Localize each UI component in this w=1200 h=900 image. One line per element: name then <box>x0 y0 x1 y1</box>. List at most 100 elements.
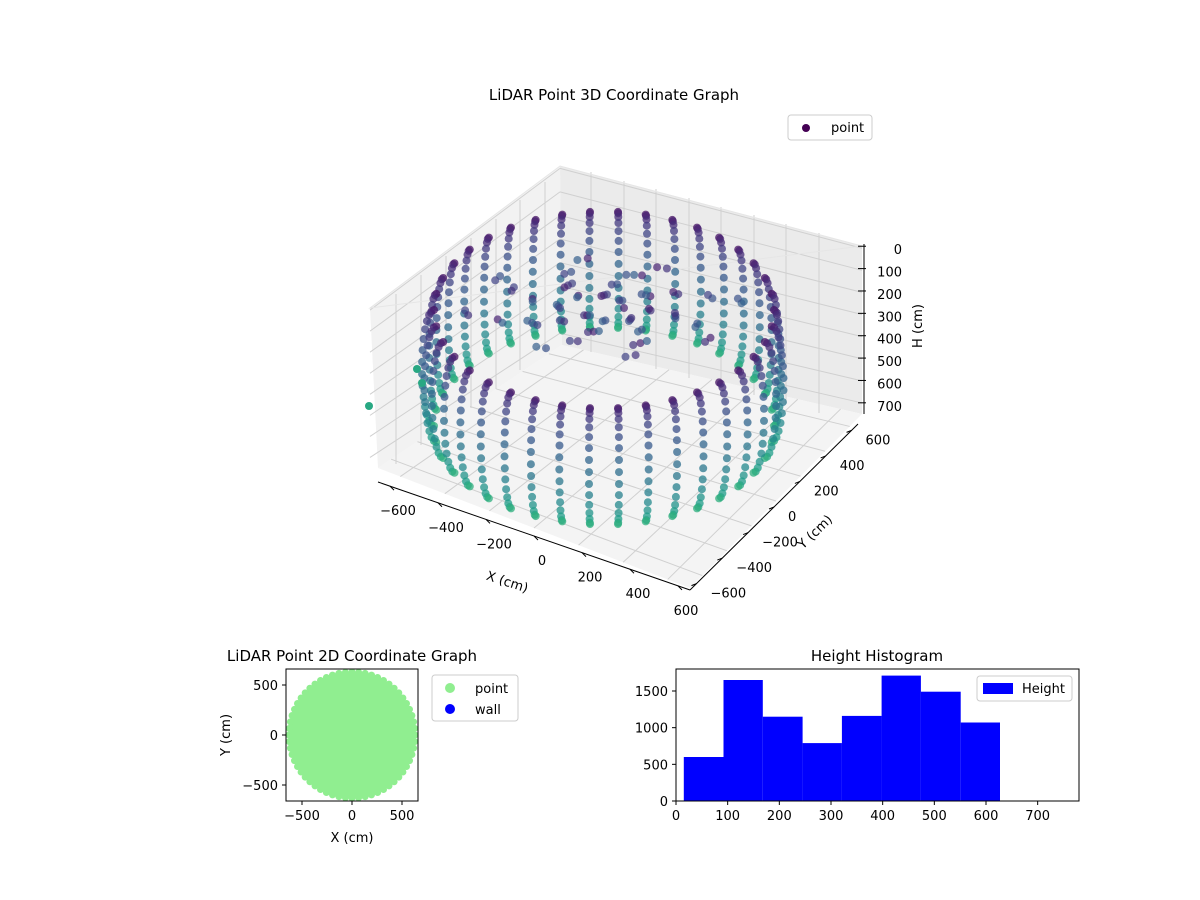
point-marker <box>607 280 616 289</box>
x-tick-label: 0 <box>672 809 680 824</box>
point-marker <box>481 330 490 339</box>
y-tick-label: 200 <box>814 484 839 499</box>
point-marker <box>614 409 623 418</box>
point-marker <box>585 468 593 477</box>
point-marker <box>528 501 537 509</box>
point-marker <box>504 234 513 243</box>
y-tick-mark <box>691 583 697 587</box>
point-marker <box>460 285 469 294</box>
point-marker <box>556 420 565 429</box>
z-axis-label-3d: H (cm) <box>911 304 926 348</box>
point-marker <box>585 444 593 453</box>
x-tick-label: 200 <box>767 809 792 824</box>
point-marker <box>585 433 594 442</box>
point-marker <box>739 285 748 294</box>
z-tick-label: 700 <box>877 400 902 415</box>
point-marker <box>504 328 513 337</box>
point-marker <box>526 448 535 456</box>
point-marker <box>620 304 628 312</box>
point-marker <box>484 494 493 503</box>
point-marker <box>615 296 624 305</box>
point-marker <box>614 509 623 517</box>
point-marker <box>614 520 622 529</box>
pane-floor <box>378 345 862 588</box>
histogram-bar <box>762 716 803 801</box>
point-marker <box>643 250 652 259</box>
point-marker <box>778 362 787 371</box>
point-marker <box>638 271 646 280</box>
point-cloud-2d <box>286 669 418 801</box>
point-marker <box>432 349 441 357</box>
point-marker <box>733 294 742 303</box>
point-marker <box>442 372 451 380</box>
point-marker <box>288 712 296 719</box>
point-marker <box>717 238 726 247</box>
point-marker <box>500 464 509 473</box>
z-tick-label: 500 <box>877 355 902 370</box>
point-marker <box>480 483 489 492</box>
point-marker <box>301 689 309 697</box>
point-marker <box>697 485 706 494</box>
point-marker <box>721 397 730 406</box>
point-marker <box>491 276 500 285</box>
point-marker <box>739 377 748 386</box>
x-tick-mark <box>437 502 443 508</box>
point-marker <box>297 694 305 702</box>
point-marker <box>435 379 444 387</box>
point-marker <box>668 512 677 521</box>
point-marker <box>457 453 466 462</box>
point-marker <box>764 379 773 387</box>
point-marker <box>480 285 488 294</box>
point-marker <box>529 256 537 264</box>
point-marker <box>555 477 564 486</box>
point-marker <box>642 406 651 415</box>
y-tick-label: 500 <box>643 758 668 773</box>
x-tick-label: 0 <box>538 554 546 569</box>
point-marker <box>573 337 582 346</box>
point-marker <box>573 256 582 264</box>
point-marker <box>757 449 766 458</box>
y-axis-label-2d: Y (cm) <box>219 714 234 757</box>
point-marker <box>430 434 439 443</box>
point-marker <box>450 375 459 384</box>
point-marker <box>585 491 594 500</box>
point-marker <box>642 215 651 224</box>
point-marker <box>560 317 569 326</box>
point-marker <box>741 385 750 394</box>
point-marker <box>556 412 565 421</box>
y-tick-label: 0 <box>270 729 278 744</box>
point-marker <box>567 267 576 276</box>
point-marker <box>615 444 623 453</box>
point-marker <box>749 468 758 477</box>
z-tick-label: 300 <box>877 310 902 325</box>
point-marker <box>317 677 324 684</box>
point-marker <box>693 504 701 513</box>
point-marker <box>482 244 490 253</box>
point-marker <box>699 428 708 437</box>
legend-2d: point wall <box>431 674 519 722</box>
point-marker <box>643 506 652 515</box>
point-marker <box>743 442 752 451</box>
point-marker <box>421 362 430 371</box>
point-marker <box>736 250 745 259</box>
point-marker <box>755 346 763 355</box>
point-marker <box>374 674 382 681</box>
point-marker <box>696 310 705 319</box>
histogram-bar <box>960 722 1000 801</box>
point-marker <box>585 304 594 313</box>
point-marker <box>478 397 487 406</box>
point-marker <box>770 367 779 375</box>
point-marker <box>671 492 680 501</box>
point-marker <box>529 244 538 253</box>
point-marker <box>503 263 512 272</box>
point-marker <box>444 457 453 466</box>
point-marker <box>411 724 418 732</box>
point-marker <box>460 332 469 341</box>
point-marker <box>643 412 652 421</box>
point-marker <box>758 381 767 390</box>
point-marker <box>501 475 510 484</box>
point-marker <box>460 297 469 306</box>
point-marker <box>752 264 761 273</box>
point-marker <box>614 248 623 256</box>
